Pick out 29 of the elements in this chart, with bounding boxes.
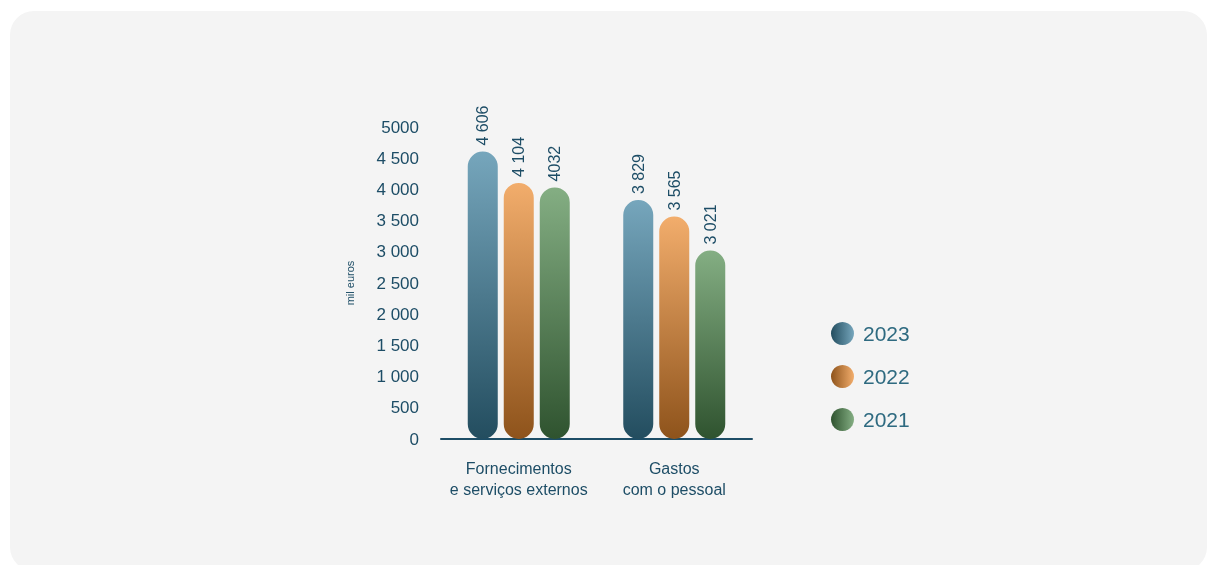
bar <box>539 187 570 439</box>
y-tick-label: 5000 <box>381 117 419 137</box>
data-label: 4 104 <box>510 136 528 177</box>
y-tick-label: 4 000 <box>376 179 419 199</box>
data-label: 4 606 <box>474 105 492 146</box>
y-tick-label: 500 <box>390 398 419 418</box>
x-tick-label: Gastos com o pessoal <box>622 460 726 498</box>
y-tick-label: 0 <box>409 429 419 449</box>
y-tick-label: 2 000 <box>376 304 419 324</box>
bar <box>467 151 498 439</box>
y-tick-label: 2 500 <box>376 273 419 293</box>
data-label: 3 565 <box>665 170 683 211</box>
legend-label: 2023 <box>863 322 910 345</box>
y-tick-label: 1 500 <box>376 335 419 355</box>
y-axis-title: mil euros <box>343 260 356 306</box>
bar <box>623 200 654 439</box>
bar <box>659 216 690 439</box>
data-label: 3 021 <box>701 204 719 245</box>
y-tick-label: 1 000 <box>376 367 419 387</box>
legend-label: 2022 <box>863 365 910 388</box>
bar <box>503 182 534 439</box>
y-tick-label: 3 500 <box>376 211 419 231</box>
bar <box>695 250 726 439</box>
data-label: 3 829 <box>629 153 647 195</box>
data-label: 4032 <box>546 145 564 182</box>
legend-label: 2021 <box>863 408 910 431</box>
y-tick-label: 4 500 <box>376 148 419 168</box>
x-tick-label: Fornecimentos e serviços externos <box>449 460 588 498</box>
y-tick-label: 3 000 <box>376 242 419 262</box>
